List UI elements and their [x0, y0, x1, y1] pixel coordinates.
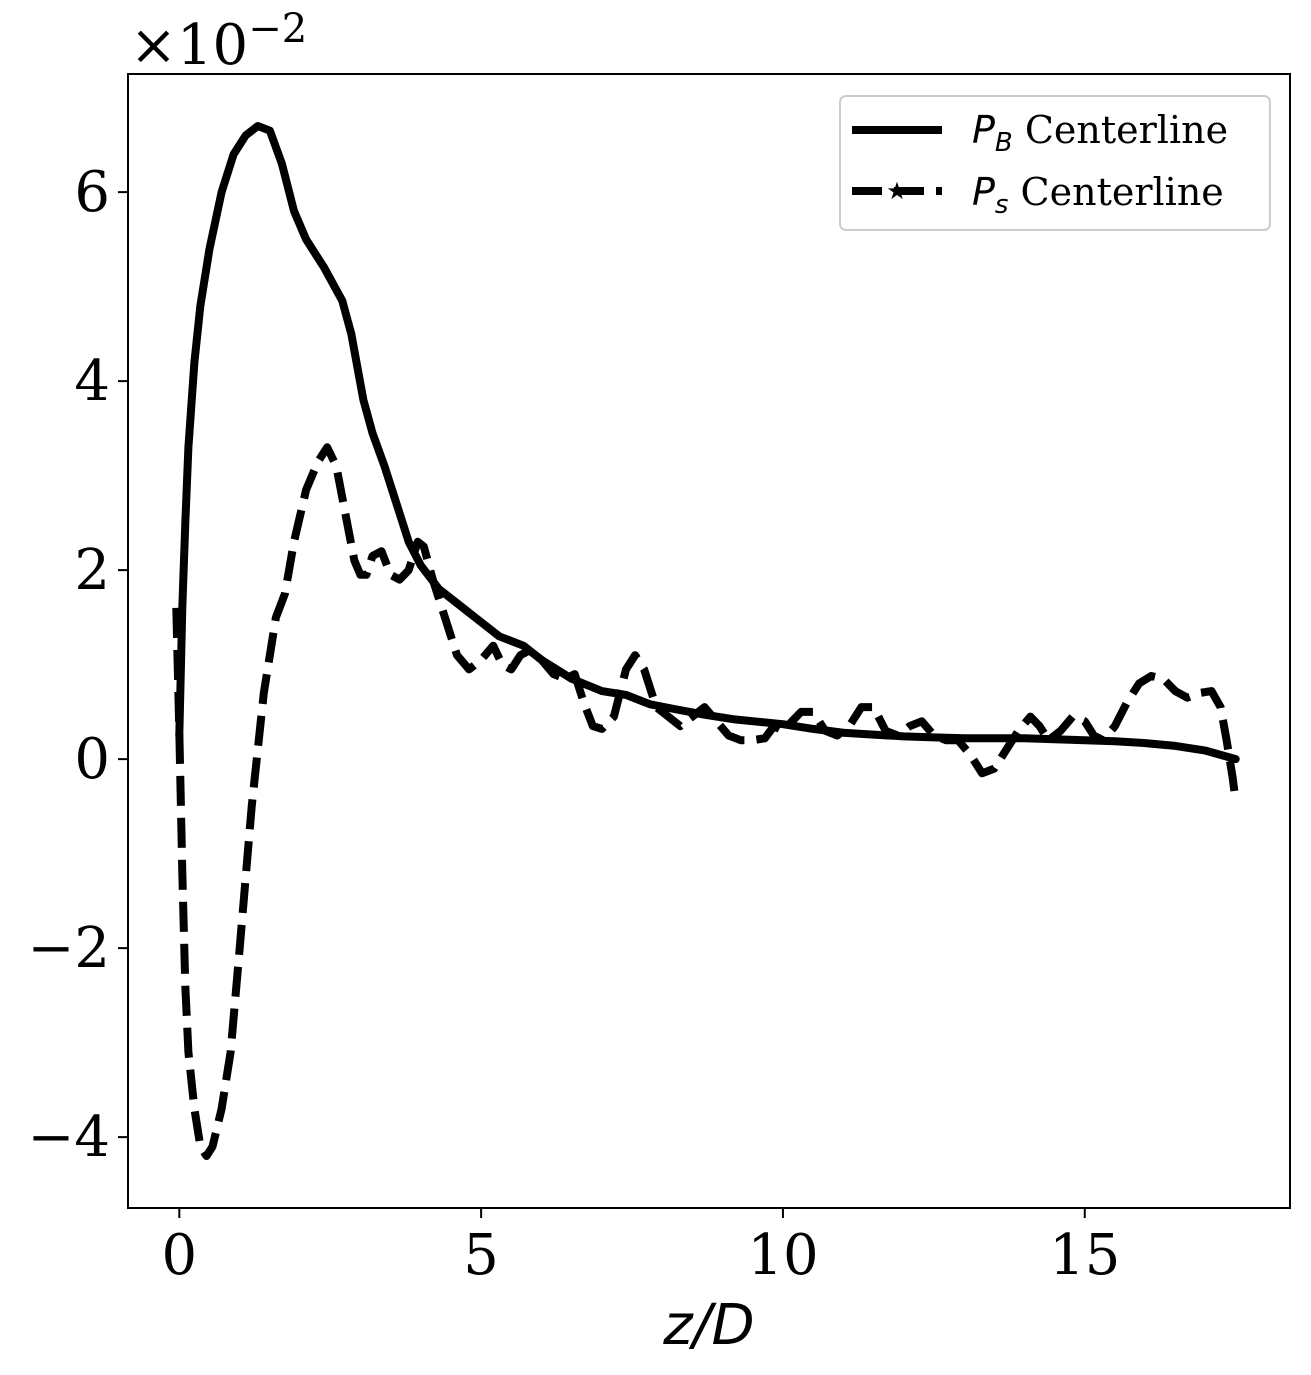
legend-pb-symbol: P: [972, 108, 995, 152]
tick-layer: 0 5 10 15 −4 −2 0 2 4 6: [27, 160, 1120, 1288]
y-multiplier-base: ×10: [130, 13, 248, 78]
y-tick-label: −2: [27, 916, 110, 981]
x-tick-label: 0: [161, 1223, 197, 1288]
legend-ps-symbol: P: [972, 170, 995, 214]
legend-ps-subscript: s: [995, 190, 1009, 220]
y-tick-label: 2: [74, 538, 110, 603]
y-tick-label: 0: [74, 727, 110, 792]
legend-star-marker: ★: [886, 177, 908, 205]
legend: PB Centerline ★ Ps Centerline: [839, 95, 1271, 231]
y-tick-label: 4: [74, 349, 110, 414]
legend-pb-suffix: Centerline: [1013, 108, 1228, 152]
x-axis-label: z/D: [662, 1293, 754, 1358]
legend-ps-suffix: Centerline: [1008, 170, 1223, 214]
y-tick-label: −4: [27, 1105, 110, 1170]
x-tick-label: 5: [463, 1223, 499, 1288]
y-multiplier: ×10−2: [130, 6, 307, 78]
series-line-pb-centerline: [175, 122, 1240, 764]
legend-label-ps: Ps Centerline: [972, 170, 1224, 220]
plot-frame: [127, 73, 1291, 1209]
x-tick-label: 15: [1049, 1223, 1120, 1288]
legend-box: [839, 95, 1271, 231]
series-layer: [172, 122, 1240, 1160]
y-tick-label: 6: [74, 160, 110, 225]
x-tick-label: 10: [747, 1223, 818, 1288]
series-line-ps-centerline: [172, 443, 1240, 1160]
legend-pb-subscript: B: [995, 128, 1013, 158]
y-multiplier-exponent: −2: [248, 6, 307, 52]
legend-label-pb: PB Centerline: [972, 108, 1228, 158]
